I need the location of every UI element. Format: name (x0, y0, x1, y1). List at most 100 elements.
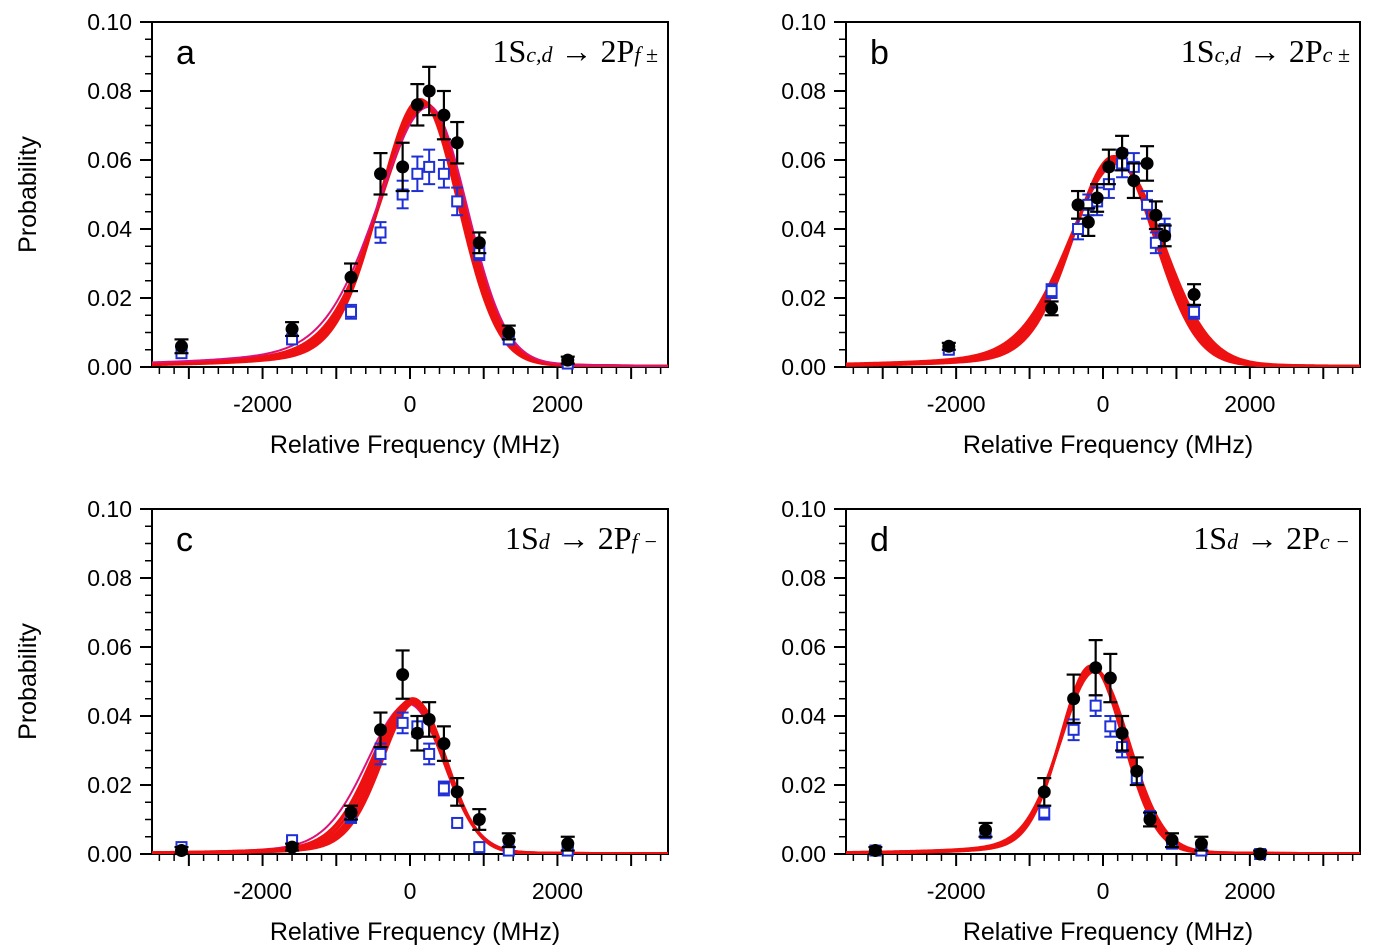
blue-data-point (451, 816, 464, 829)
plot-frame (845, 21, 1361, 368)
black-data-point (174, 339, 188, 353)
black-data-point (450, 785, 464, 799)
black-data-point (1090, 191, 1104, 205)
transition-label: 1Sd → 2Pf − (505, 520, 658, 556)
black-data-point (1071, 198, 1085, 212)
transition-label: 1Sc,d → 2Pc ± (1181, 33, 1350, 69)
x-axis-label: Relative Frequency (MHz) (963, 431, 1253, 459)
y-tick-label: 0.04 (781, 703, 826, 729)
fit-curve (152, 101, 668, 367)
black-data-point (422, 712, 436, 726)
blue-data-point (423, 160, 436, 173)
blue-data-point (411, 167, 424, 180)
x-tick-label: -2000 (233, 391, 292, 417)
blue-data-point (473, 841, 486, 854)
y-tick-label: 0.08 (781, 565, 826, 591)
y-tick-label: 0.04 (87, 703, 132, 729)
x-axis-label: Relative Frequency (MHz) (270, 918, 560, 946)
x-tick-label: -2000 (927, 878, 986, 904)
fit-curve (152, 99, 668, 367)
transition-label: 1Sc,d → 2Pf ± (492, 33, 658, 69)
y-axis-label: Probability (14, 623, 42, 740)
blue-data-point (1104, 720, 1117, 733)
fit-curve (846, 159, 1360, 367)
panel-b: -2000 0 2000 0.00 0.02 0.04 0.06 0.08 0.10 Relati… (781, 9, 1361, 459)
black-data-point (437, 108, 451, 122)
black-data-point (1143, 813, 1157, 826)
y-tick-label: 0.00 (781, 354, 826, 380)
x-tick-label: 2000 (1224, 391, 1275, 417)
x-tick-label: 0 (1097, 391, 1110, 417)
plot-frame (151, 21, 669, 368)
fit-curve (846, 666, 1360, 854)
black-data-point (1253, 847, 1267, 861)
blue-data-point (1141, 198, 1154, 211)
blue-data-point (1038, 806, 1051, 819)
fit-curve (152, 100, 668, 367)
blue-data-point (1072, 223, 1085, 235)
blue-data-point (1067, 723, 1080, 736)
y-tick-label: 0.08 (87, 78, 132, 104)
x-tick-label: 0 (404, 878, 417, 904)
blue-data-point (345, 305, 358, 318)
x-tick-label: 2000 (1224, 878, 1275, 904)
black-data-point (437, 737, 451, 751)
blue-data-point (396, 716, 409, 729)
black-data-point (450, 136, 464, 150)
panel-a: -2000 0 2000 0.00 0.02 0.04 0.06 0.08 0.10 Relati… (14, 9, 669, 459)
black-data-point (1140, 156, 1154, 170)
fit-curve (152, 98, 668, 367)
black-data-point (285, 840, 299, 854)
blue-data-point (374, 226, 387, 239)
panel-letter: d (870, 521, 889, 559)
y-tick-label: 0.04 (781, 216, 826, 242)
fit-curve (846, 664, 1360, 854)
transition-label: 1Sd → 2Pc − (1193, 520, 1350, 556)
black-data-point (374, 723, 388, 737)
y-tick-label: 0.06 (87, 147, 132, 173)
y-tick-label: 0.04 (87, 216, 132, 242)
black-data-point (472, 813, 486, 826)
black-data-point (396, 668, 410, 682)
black-data-point (1149, 208, 1163, 222)
black-data-point (1130, 764, 1144, 778)
fit-curve (152, 702, 668, 854)
fit-curve (152, 698, 668, 854)
black-data-point (1103, 671, 1117, 685)
black-data-point (1037, 785, 1051, 799)
blue-data-point (451, 195, 464, 208)
black-data-point (1165, 833, 1179, 847)
panel-letter: c (176, 521, 193, 559)
black-data-point (1067, 692, 1081, 706)
black-data-point (1115, 726, 1129, 740)
x-tick-label: -2000 (233, 878, 292, 904)
y-tick-label: 0.10 (87, 496, 132, 522)
fit-curve (846, 669, 1360, 854)
panel-c: -2000 0 2000 0.00 0.02 0.04 0.06 0.08 0.10 Relati… (14, 496, 669, 946)
black-data-point (1089, 661, 1103, 675)
black-data-point (472, 236, 486, 250)
blue-data-point (1188, 305, 1201, 318)
black-data-point (561, 837, 575, 851)
x-tick-label: 0 (404, 391, 417, 417)
y-tick-label: 0.06 (781, 634, 826, 660)
y-tick-label: 0.00 (87, 841, 132, 867)
black-data-point (502, 326, 516, 339)
blue-data-point (437, 782, 450, 795)
y-tick-label: 0.06 (781, 147, 826, 173)
black-data-point (174, 844, 188, 858)
black-data-point (396, 160, 410, 174)
x-axis-label: Relative Frequency (MHz) (963, 918, 1253, 946)
fit-curve (846, 160, 1360, 367)
y-axis-label: Probability (14, 136, 42, 253)
y-tick-label: 0.08 (781, 78, 826, 104)
fit-curve (846, 667, 1360, 854)
x-tick-label: 2000 (532, 391, 583, 417)
fit-curve (846, 158, 1360, 367)
blue-data-point (423, 747, 436, 760)
black-data-point (868, 844, 882, 858)
x-tick-label: 2000 (532, 878, 583, 904)
fit-curve (152, 104, 668, 367)
black-data-point (942, 339, 956, 353)
